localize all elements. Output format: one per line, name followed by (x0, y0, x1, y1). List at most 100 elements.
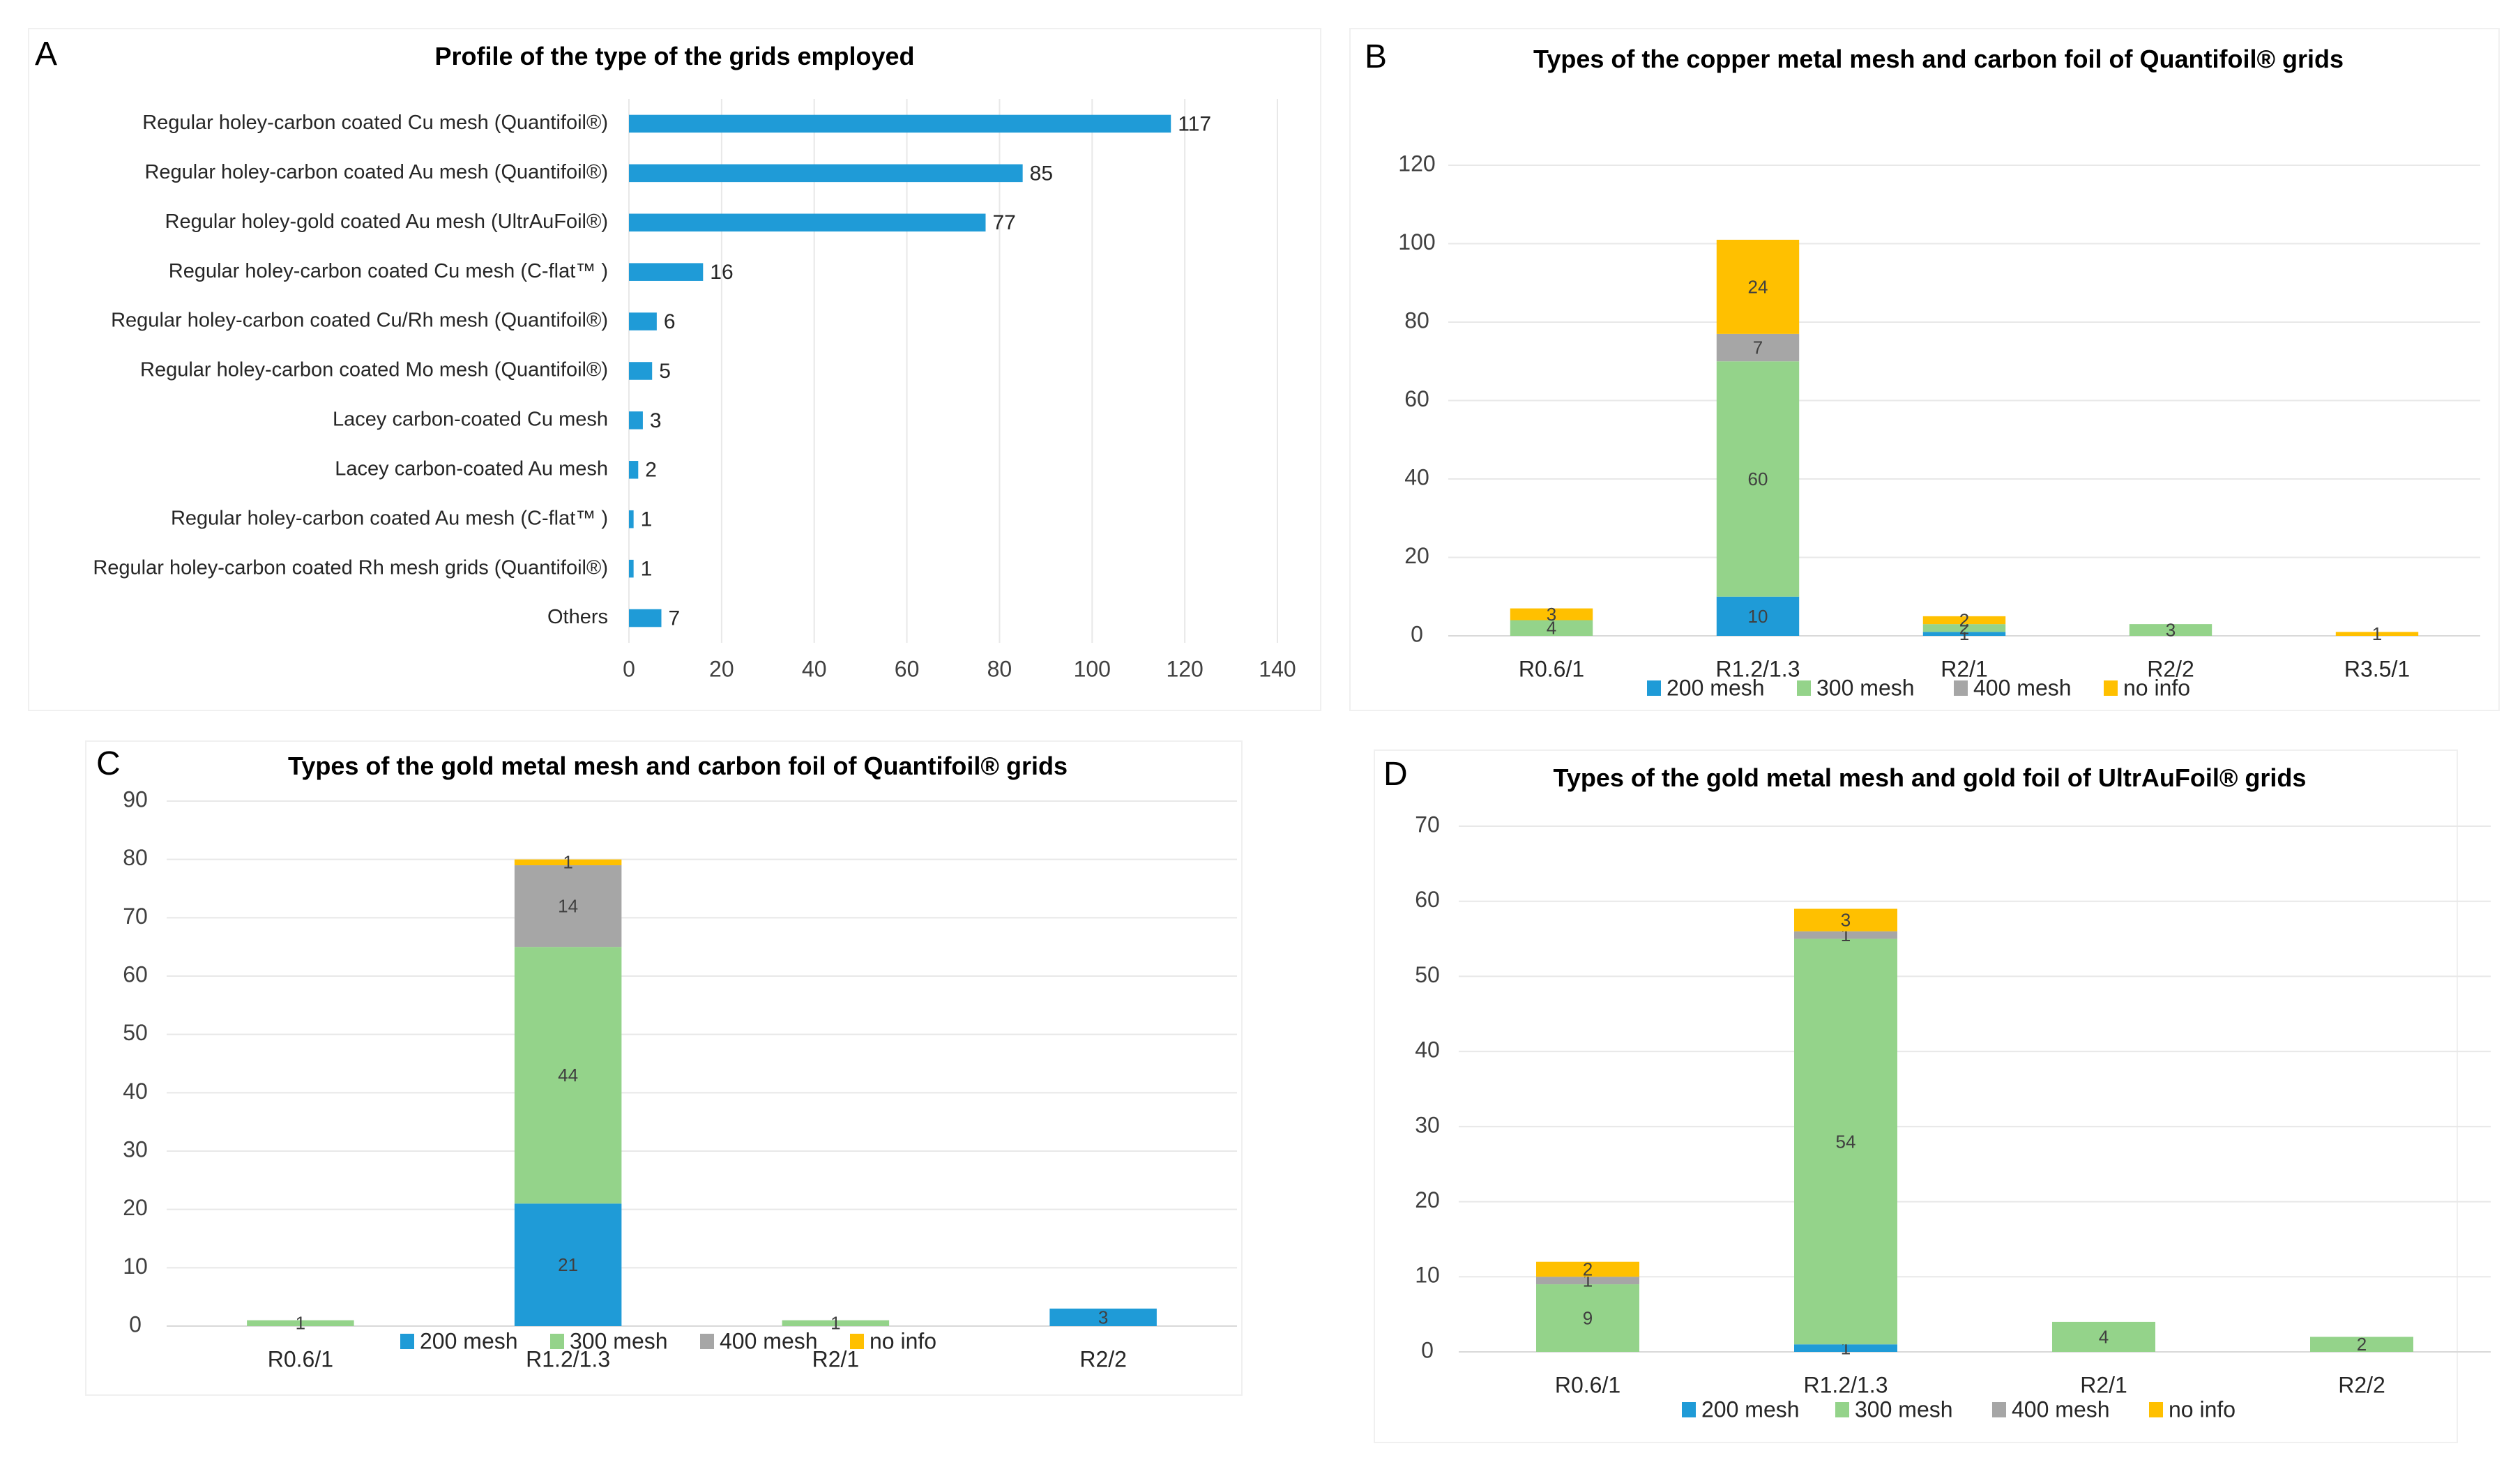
y-tick-label: 90 (123, 786, 148, 812)
bar-value-label: 2 (645, 459, 657, 482)
legend-label: 400 mesh (1973, 675, 2072, 700)
y-tick-label: 20 (1404, 543, 1429, 568)
bar-value-label: 16 (710, 261, 733, 284)
segment-value-label: 10 (1748, 606, 1768, 627)
segment-value-label: 1 (296, 1313, 305, 1334)
legend-swatch (1647, 680, 1661, 696)
bar-value-label: 3 (650, 409, 662, 432)
bar (629, 510, 634, 528)
segment-value-label: 7 (1753, 337, 1763, 358)
bar (629, 411, 643, 429)
segment-value-label: 2 (1959, 609, 1969, 630)
segment-value-label: 1 (830, 1313, 840, 1334)
bar (629, 559, 634, 578)
category-label: Regular holey-carbon coated Cu mesh (Qua… (142, 112, 608, 134)
panel-c-gold-quantifoil: C Types of the gold metal mesh and carbo… (85, 740, 1243, 1396)
category-label: Regular holey-carbon coated Cu mesh (C-f… (169, 260, 608, 282)
legend-label: 400 mesh (720, 1328, 818, 1353)
bar-segment-no-info (2335, 632, 2419, 636)
chart-a-svg: 0 20 40 60 80 100 120 140 Regular holey-carbon c… (93, 99, 1296, 681)
segment-value-label: 4 (2099, 1326, 2109, 1347)
segment-value-label: 3 (1098, 1307, 1108, 1327)
bar-segment-400-mesh (1716, 333, 1800, 362)
legend-label: 400 mesh (2012, 1396, 2110, 1422)
bar (629, 362, 653, 380)
legend-label: 300 mesh (1816, 675, 1915, 700)
y-tick-label: 50 (1415, 962, 1440, 987)
y-tick-label: 10 (123, 1254, 148, 1279)
bar-segment-200-mesh (1049, 1308, 1157, 1326)
bar-segment-300-mesh (1716, 361, 1800, 597)
y-tick-label: 70 (123, 904, 148, 929)
x-tick-label: 80 (987, 656, 1012, 681)
legend-label: no info (2169, 1396, 2236, 1422)
chart-title-a: Profile of the type of the grids employe… (434, 42, 915, 70)
legend-swatch (1835, 1402, 1849, 1417)
bar-segment-200-mesh (1716, 596, 1800, 636)
bar-value-label: 7 (669, 607, 681, 630)
y-tick-label: 40 (1415, 1037, 1440, 1063)
x-category-label: R2/2 (2147, 656, 2194, 681)
segment-value-label: 60 (1748, 469, 1768, 489)
legend-swatch (1992, 1402, 2006, 1417)
category-label: Regular holey-gold coated Au mesh (UltrA… (165, 211, 609, 233)
chart-title-d: Types of the gold metal mesh and gold fo… (1553, 763, 2307, 792)
category-label: Regular holey-carbon coated Rh mesh grid… (93, 556, 608, 579)
y-tick-label: 100 (1398, 229, 1435, 254)
legend-label: 200 mesh (1701, 1396, 1800, 1422)
chart-title-b: Types of the copper metal mesh and carbo… (1533, 45, 2344, 73)
y-tick-label: 30 (1415, 1112, 1440, 1137)
bar-segment-300-mesh (247, 1320, 354, 1326)
chart-b-svg: 02040608010012043R0.6/11060724R1.2/1.312… (1398, 151, 2480, 700)
y-tick-label: 80 (1404, 307, 1429, 333)
bar-segment-300-mesh (1510, 620, 1593, 636)
bar-segment-300-mesh (1922, 624, 2006, 632)
bar (629, 213, 986, 232)
bar-segment-200-mesh (1922, 632, 2006, 636)
x-tick-label: 120 (1166, 656, 1203, 681)
category-label: Lacey carbon-coated Au mesh (335, 457, 608, 480)
bar (629, 263, 704, 281)
legend-swatch (550, 1334, 564, 1349)
bar-value-label: 6 (664, 310, 676, 333)
x-category-label: R2/1 (2080, 1372, 2127, 1397)
x-category-label: R3.5/1 (2344, 656, 2410, 681)
bar-segment-300-mesh (782, 1320, 890, 1326)
legend-swatch (2149, 1402, 2163, 1417)
legend-swatch (700, 1334, 714, 1349)
y-tick-label: 60 (123, 961, 148, 987)
category-label: Lacey carbon-coated Cu mesh (333, 409, 608, 431)
legend-label: 200 mesh (420, 1328, 518, 1353)
bar-value-label: 77 (993, 211, 1016, 234)
legend-swatch (1682, 1402, 1696, 1417)
category-label: Others (547, 606, 608, 628)
segment-value-label: 44 (558, 1065, 578, 1086)
bar (629, 609, 662, 627)
y-tick-label: 30 (123, 1136, 148, 1162)
x-category-label: R2/2 (2338, 1372, 2385, 1397)
panel-d-gold-ultraufoil: D Types of the gold metal mesh and gold … (1374, 749, 2491, 1443)
x-category-label: R2/1 (812, 1346, 860, 1371)
x-category-label: R0.6/1 (268, 1346, 333, 1371)
legend-swatch (1954, 680, 1968, 696)
segment-value-label: 9 (1583, 1307, 1593, 1328)
segment-value-label: 54 (1836, 1131, 1856, 1152)
bar (629, 461, 639, 479)
legend-label: 300 mesh (1855, 1396, 1953, 1422)
y-tick-label: 10 (1415, 1263, 1440, 1288)
bar-value-label: 5 (659, 360, 671, 383)
x-category-label: R0.6/1 (1519, 656, 1584, 681)
segment-value-label: 14 (558, 895, 578, 916)
bar-value-label: 1 (641, 508, 653, 531)
x-category-label: R2/1 (1941, 656, 1988, 681)
bar-value-label: 1 (641, 558, 653, 581)
legend-swatch (1797, 680, 1811, 696)
y-tick-label: 20 (1415, 1187, 1440, 1212)
bar-value-label: 85 (1030, 162, 1053, 185)
legend-swatch (850, 1334, 864, 1349)
segment-value-label: 2 (2357, 1334, 2367, 1355)
bar (629, 312, 657, 330)
bar-segment-300-mesh (1794, 938, 1897, 1345)
segment-value-label: 4 (1547, 618, 1556, 639)
chart-title-c: Types of the gold metal mesh and carbon … (288, 752, 1068, 780)
